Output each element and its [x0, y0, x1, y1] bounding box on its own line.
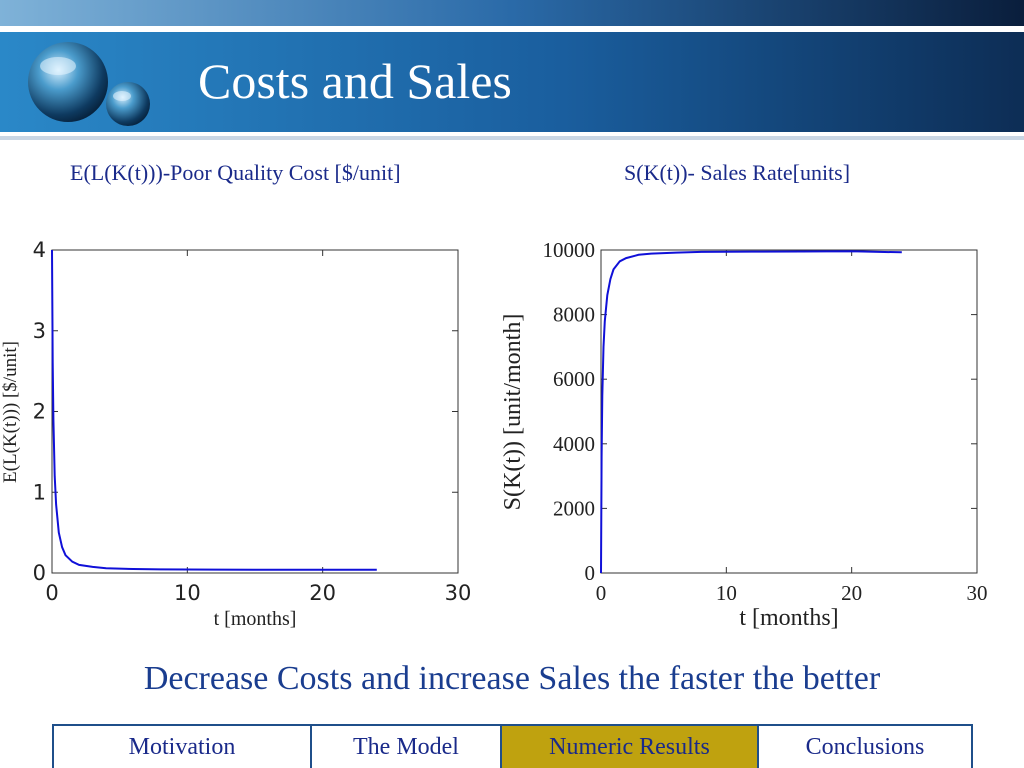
- y-tick-label: 8000: [553, 303, 595, 327]
- x-tick-label: 10: [174, 581, 201, 605]
- x-tick-label: 0: [45, 581, 58, 605]
- x-tick-label: 30: [445, 581, 472, 605]
- y-tick-label: 2000: [553, 496, 595, 520]
- series-line: [600, 250, 902, 574]
- plot-frame: [600, 249, 978, 574]
- y-tick-label: 6000: [553, 367, 595, 391]
- slide-title: Costs and Sales: [198, 53, 512, 109]
- header-banner: [0, 0, 1024, 140]
- section-nav: Motivation The Model Numeric Results Con…: [52, 724, 973, 768]
- plot-frame: [51, 249, 459, 574]
- x-axis-label: t [months]: [739, 605, 838, 631]
- y-tick-label: 1: [33, 480, 46, 504]
- tab-the-model[interactable]: The Model: [312, 726, 502, 768]
- cost-chart: 0 1 2 3 4 0 10 20 30 t [months] E(L(K(t))) [$/unit…: [0, 238, 471, 630]
- y-tick-label: 4000: [553, 432, 595, 456]
- y-axis-label: S(K(t)) [unit/month]: [500, 314, 526, 511]
- tab-conclusions[interactable]: Conclusions: [805, 733, 925, 760]
- sales-chart-title: S(K(t))- Sales Rate[units]: [624, 160, 851, 185]
- x-axis-label: t [months]: [214, 608, 297, 630]
- series-line: [51, 249, 377, 571]
- y-tick-label: 4: [33, 238, 46, 262]
- y-axis-label: E(L(K(t))) [$/unit]: [0, 341, 21, 483]
- slide-tagline: Decrease Costs and increase Sales the fa…: [143, 660, 881, 697]
- y-tick-label: 0: [33, 561, 46, 585]
- slide-header: Costs and Sales: [0, 0, 1024, 140]
- x-tick-label: 20: [309, 581, 336, 605]
- cost-chart-title: E(L(K(t)))-Poor Quality Cost [$/unit]: [70, 160, 401, 185]
- globe-logo-icon: [28, 42, 150, 126]
- x-tick-label: 0: [596, 581, 607, 605]
- y-tick-label: 0: [585, 561, 596, 585]
- tab-motivation[interactable]: Motivation: [54, 726, 312, 768]
- charts-canvas: 0 1 2 3 4 0 10 20 30 t [months] E(L(K(t))) [$/unit…: [0, 238, 988, 631]
- y-tick-label: 10000: [543, 238, 596, 262]
- x-tick-label: 30: [967, 581, 988, 605]
- sales-chart: 0 2000 4000 6000 8000 10000 0 10 20 30 t [months] S…: [500, 238, 988, 631]
- x-tick-label: 10: [716, 581, 737, 605]
- x-tick-label: 20: [841, 581, 862, 605]
- y-tick-label: 3: [33, 319, 46, 343]
- y-tick-label: 2: [33, 400, 46, 424]
- tab-numeric-results[interactable]: Numeric Results: [502, 726, 759, 768]
